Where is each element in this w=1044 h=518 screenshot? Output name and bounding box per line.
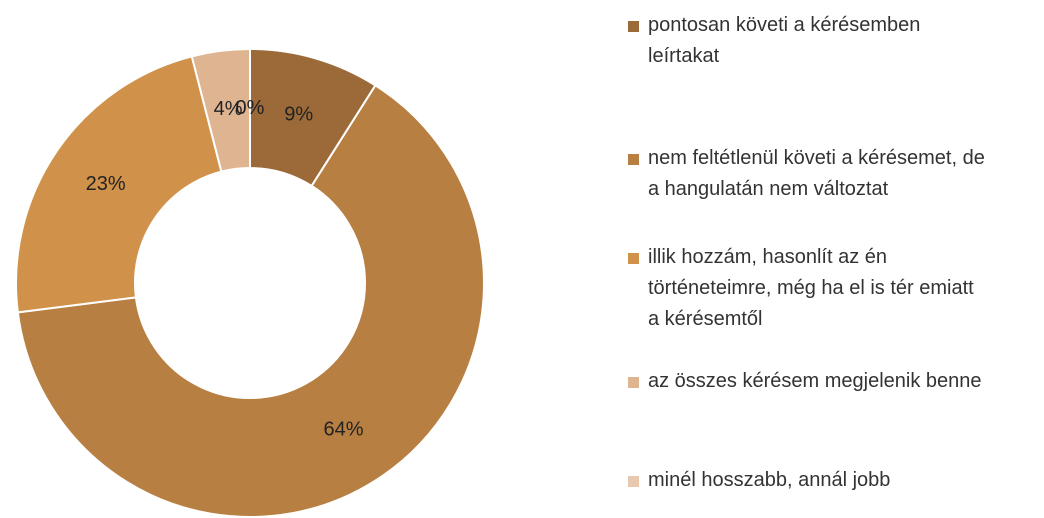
donut-slice bbox=[15, 55, 223, 314]
data-label: 4% bbox=[214, 98, 243, 120]
legend-item: minél hosszabb, annál jobb bbox=[628, 465, 988, 496]
data-label: 9% bbox=[284, 104, 313, 126]
legend-label: pontosan követi a kérésemben leírtakat bbox=[648, 14, 921, 67]
legend-item: pontosan követi a kérésemben leírtakat bbox=[628, 10, 988, 72]
legend-item: az összes kérésem megjelenik benne bbox=[628, 366, 988, 397]
legend-label: az összes kérésem megjelenik benne bbox=[648, 370, 982, 392]
legend-item: illik hozzám, hasonlít az én történeteim… bbox=[628, 242, 988, 335]
data-label: 64% bbox=[323, 419, 363, 441]
legend-label: illik hozzám, hasonlít az én történeteim… bbox=[648, 246, 974, 330]
legend-swatch bbox=[628, 253, 639, 264]
legend-swatch bbox=[628, 21, 639, 32]
data-label: 0% bbox=[236, 97, 265, 119]
donut-slice bbox=[16, 84, 485, 518]
legend-label: minél hosszabb, annál jobb bbox=[648, 469, 891, 491]
data-label: 23% bbox=[86, 173, 126, 195]
legend-item: nem feltétlenül követi a kérésemet, de a… bbox=[628, 143, 988, 205]
legend-label: nem feltétlenül követi a kérésemet, de a… bbox=[648, 147, 985, 200]
legend-swatch bbox=[628, 154, 639, 165]
legend-swatch bbox=[628, 377, 639, 388]
legend-swatch bbox=[628, 476, 639, 487]
